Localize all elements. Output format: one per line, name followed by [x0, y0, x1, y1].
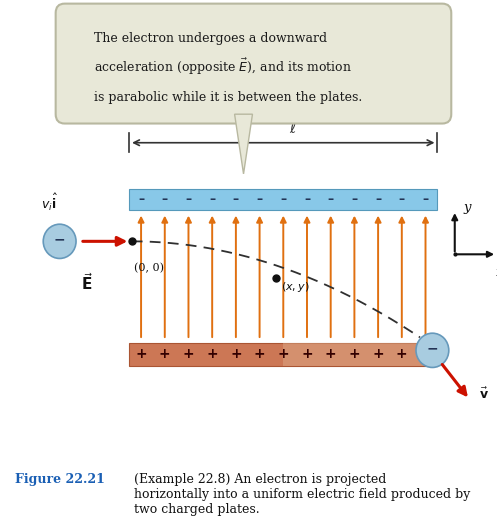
Text: is parabolic while it is between the plates.: is parabolic while it is between the pla…	[94, 91, 363, 104]
Text: −: −	[54, 233, 66, 246]
Text: y: y	[464, 201, 471, 214]
Text: +: +	[325, 347, 336, 361]
Text: $\ell$: $\ell$	[289, 121, 297, 136]
Text: +: +	[372, 347, 384, 361]
Text: –: –	[422, 193, 428, 207]
Text: +: +	[230, 347, 242, 361]
Text: $(x, y)$: $(x, y)$	[281, 280, 310, 294]
Text: −: −	[426, 342, 438, 355]
Text: –: –	[351, 193, 357, 207]
Text: $\vec{\mathbf{E}}$: $\vec{\mathbf{E}}$	[81, 272, 93, 293]
Text: +: +	[206, 347, 218, 361]
Text: $v_i\hat{\mathbf{i}}$: $v_i\hat{\mathbf{i}}$	[41, 192, 58, 213]
Text: –: –	[328, 193, 334, 207]
Text: x: x	[496, 266, 497, 279]
Text: $\vec{\mathbf{v}}$: $\vec{\mathbf{v}}$	[479, 387, 489, 402]
Bar	[283, 343, 437, 366]
Text: +: +	[159, 347, 170, 361]
Text: (Example 22.8) An electron is projected
horizontally into a uniform electric fie: (Example 22.8) An electron is projected …	[134, 473, 471, 516]
Text: –: –	[233, 193, 239, 207]
Text: –: –	[209, 193, 215, 207]
Text: +: +	[301, 347, 313, 361]
Circle shape	[43, 224, 76, 258]
Polygon shape	[235, 114, 252, 174]
Text: acceleration (opposite $\vec{E}$), and its motion: acceleration (opposite $\vec{E}$), and i…	[94, 57, 352, 77]
Text: –: –	[399, 193, 405, 207]
Text: +: +	[277, 347, 289, 361]
Text: –: –	[138, 193, 144, 207]
Text: –: –	[280, 193, 286, 207]
Text: +: +	[396, 347, 408, 361]
Text: –: –	[375, 193, 381, 207]
Circle shape	[416, 333, 449, 367]
Text: (0, 0): (0, 0)	[134, 263, 164, 274]
Text: +: +	[254, 347, 265, 361]
Text: +: +	[419, 347, 431, 361]
Text: +: +	[348, 347, 360, 361]
Text: Figure 22.21: Figure 22.21	[15, 473, 105, 486]
Text: –: –	[304, 193, 310, 207]
Text: –: –	[256, 193, 262, 207]
Text: –: –	[162, 193, 168, 207]
Text: –: –	[185, 193, 191, 207]
Text: The electron undergoes a downward: The electron undergoes a downward	[94, 32, 328, 45]
Text: +: +	[183, 347, 194, 361]
Bar	[129, 189, 437, 210]
FancyBboxPatch shape	[56, 4, 451, 124]
Text: +: +	[135, 347, 147, 361]
Bar	[129, 343, 437, 366]
